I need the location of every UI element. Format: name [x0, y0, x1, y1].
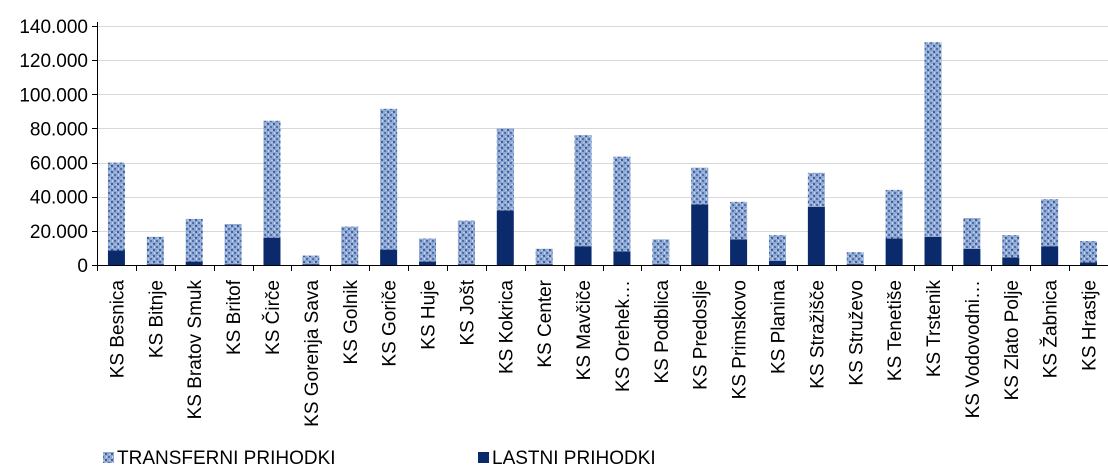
bar-lastni-prihodki	[768, 260, 786, 265]
x-tick-label: KS Huje	[419, 280, 440, 350]
y-tick-label: 140.000	[19, 17, 88, 38]
x-tick-label: KS Goriče	[380, 280, 401, 367]
bar-transferni-prihodki	[846, 252, 864, 265]
bar-transferni-prihodki	[224, 224, 242, 265]
x-tick-label: KS Bitnje	[146, 280, 167, 358]
bar-transferni-prihodki	[457, 220, 475, 265]
bar-transferni-prihodki	[613, 156, 631, 252]
x-tick-label: KS Zlato Polje	[1002, 280, 1023, 400]
legend-label-lastni: LASTNI PRIHODKI	[492, 448, 656, 469]
bar-transferni-prihodki	[924, 42, 942, 237]
x-tick-label: KS Žabnica	[1040, 280, 1062, 379]
bar-transferni-prihodki	[380, 108, 398, 250]
bar-lastni-prihodki	[846, 264, 864, 265]
bar-transferni-prihodki	[419, 238, 437, 262]
bar-transferni-prihodki	[1002, 235, 1020, 258]
legend: TRANSFERNI PRIHODKI LASTNI PRIHODKI	[103, 448, 656, 469]
bar-lastni-prihodki	[924, 236, 942, 265]
x-tick-label: KS Besnica	[107, 280, 128, 379]
y-tick-label: 80.000	[30, 119, 88, 140]
bar-lastni-prihodki	[885, 238, 903, 265]
bar-transferni-prihodki	[535, 248, 553, 265]
legend-swatch-transferni	[103, 452, 114, 463]
x-tick-label: KS Struževo	[846, 280, 867, 386]
x-tick-label: KS Jošt	[457, 279, 478, 345]
bar-transferni-prihodki	[496, 128, 514, 211]
y-tick-label: 120.000	[19, 51, 88, 72]
bar-transferni-prihodki	[963, 218, 981, 249]
bar-lastni-prihodki	[107, 250, 125, 265]
gridlines	[97, 26, 1108, 232]
y-tick-label: 20.000	[30, 222, 88, 243]
x-tick-label: KS Stražišče	[807, 280, 828, 389]
x-tick-label: KS Čirče	[262, 280, 284, 355]
x-tick-label: KS Podblica	[652, 280, 673, 384]
bar-transferni-prihodki	[302, 255, 320, 265]
bars	[107, 42, 1098, 265]
bar-transferni-prihodki	[1041, 199, 1059, 247]
x-tick-label: KS Trstenik	[924, 280, 945, 378]
bar-lastni-prihodki	[807, 206, 825, 265]
bar-transferni-prihodki	[574, 135, 592, 247]
legend-label-transferni: TRANSFERNI PRIHODKI	[117, 448, 336, 469]
x-tick-label: KS Planina	[768, 280, 789, 374]
bar-transferni-prihodki	[341, 226, 359, 265]
bar-lastni-prihodki	[496, 210, 514, 265]
bar-lastni-prihodki	[146, 264, 164, 265]
bar-transferni-prihodki	[146, 236, 164, 265]
bar-lastni-prihodki	[224, 264, 242, 265]
x-tick-label: KS Orehek…	[613, 280, 634, 392]
bar-transferni-prihodki	[652, 239, 670, 265]
y-tick-label: 60.000	[30, 154, 88, 175]
bar-transferni-prihodki	[807, 172, 825, 207]
bar-transferni-prihodki	[107, 162, 125, 251]
bar-lastni-prihodki	[574, 246, 592, 265]
y-tick-label: 0	[77, 256, 88, 277]
x-tick-label: KS Kokrica	[496, 280, 517, 374]
y-tick-label: 100.000	[19, 85, 88, 106]
bar-lastni-prihodki	[730, 239, 748, 265]
bar-lastni-prihodki	[1002, 257, 1020, 265]
x-tick-label: KS Hrastje	[1080, 280, 1101, 371]
bar-transferni-prihodki	[263, 120, 281, 238]
bar-transferni-prihodki	[768, 235, 786, 261]
x-tick-label: KS Mavčiče	[574, 280, 595, 380]
x-tick-label: KS Britof	[224, 279, 245, 355]
bar-lastni-prihodki	[341, 264, 359, 265]
bar-lastni-prihodki	[419, 261, 437, 265]
x-tick-label: KS Primskovo	[730, 280, 751, 399]
x-tick-label: KS Golnik	[341, 280, 362, 365]
bar-lastni-prihodki	[691, 204, 709, 265]
x-tick-labels: KS Besnica KS Bitnje KS Bratov Smuk KS Brit…	[107, 279, 1100, 427]
bar-lastni-prihodki	[535, 264, 553, 265]
x-tick-label: KS Vodovodni…	[963, 280, 984, 418]
bar-transferni-prihodki	[1080, 241, 1098, 263]
bar-transferni-prihodki	[730, 201, 748, 240]
x-tick-label: KS Tenetiše	[885, 280, 906, 381]
bar-lastni-prihodki	[380, 249, 398, 265]
x-tick-label: KS Gorenja Sava	[302, 280, 323, 427]
bar-transferni-prihodki	[691, 167, 709, 205]
bar-lastni-prihodki	[1041, 246, 1059, 265]
x-tick-label: KS Bratov Smuk	[185, 280, 206, 420]
legend-swatch-lastni	[478, 452, 489, 463]
y-tick-label: 40.000	[30, 188, 88, 209]
bar-lastni-prihodki	[263, 237, 281, 265]
bar-lastni-prihodki	[963, 248, 981, 265]
axes	[92, 22, 1108, 271]
bar-lastni-prihodki	[457, 264, 475, 265]
x-tick-label: KS Predoslje	[691, 280, 712, 390]
bar-transferni-prihodki	[185, 218, 203, 262]
bar-transferni-prihodki	[885, 189, 903, 239]
bar-lastni-prihodki	[185, 261, 203, 265]
y-tick-labels: 0 20.000 40.000 60.000 80.000 100.000 120.000 1…	[19, 17, 88, 277]
bar-lastni-prihodki	[652, 264, 670, 265]
bar-lastni-prihodki	[613, 251, 631, 265]
bar-lastni-prihodki	[1080, 262, 1098, 265]
bar-lastni-prihodki	[302, 264, 320, 265]
x-tick-label: KS Center	[535, 279, 556, 367]
